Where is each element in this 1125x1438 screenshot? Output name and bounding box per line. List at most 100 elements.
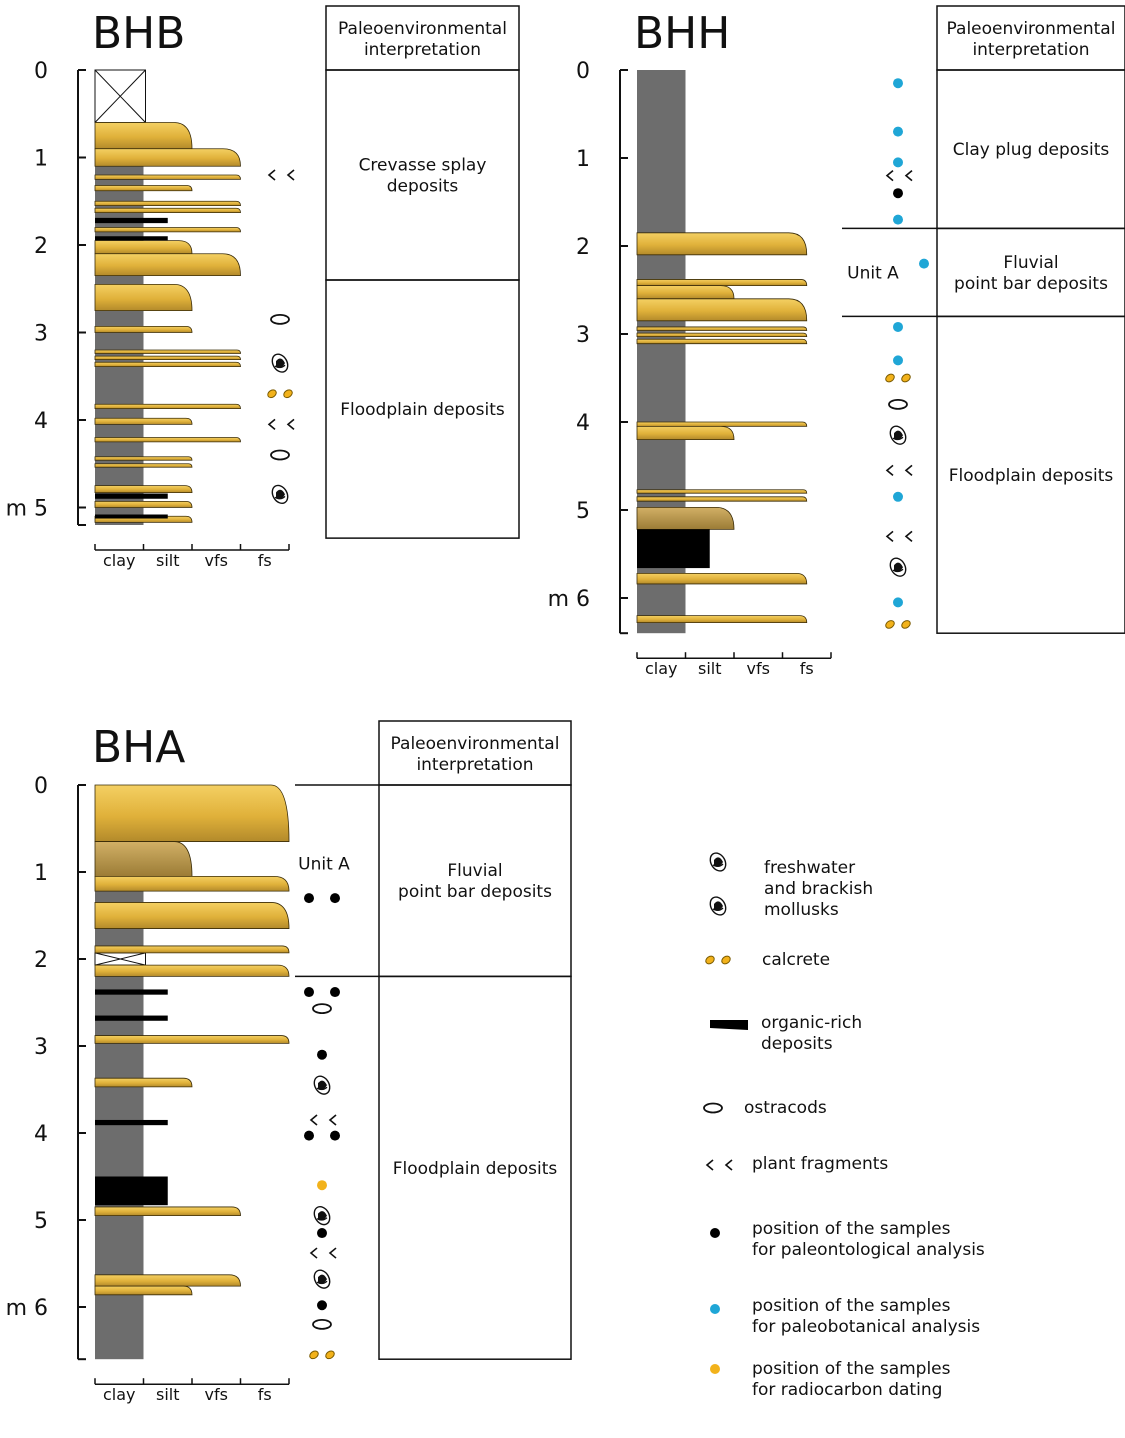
depth-tick-label: m 5: [6, 497, 48, 522]
sand-bed: [636, 426, 735, 440]
sand-bed: [636, 332, 808, 338]
interpretation-text: Crevasse splay: [359, 156, 487, 176]
organic-bed: [95, 1015, 168, 1021]
calcrete-symbol: [885, 373, 911, 383]
sand-bed: [94, 456, 193, 461]
sand-bed: [94, 361, 241, 368]
paleobotanical-symbol: [893, 321, 903, 332]
depth-tick-label: 5: [576, 499, 590, 524]
interpretation-text: Fluvial: [1003, 253, 1058, 273]
sand-bed: [94, 403, 241, 410]
interpretation-text: Floodplain deposits: [949, 466, 1114, 486]
depth-tick-label: 4: [34, 1122, 48, 1147]
grain-label: silt: [156, 551, 180, 570]
legend-text: position of the samples: [752, 1219, 951, 1239]
grain-label: clay: [103, 551, 136, 570]
paleobotanical-symbol: [893, 157, 903, 168]
legend-text: and brackish: [764, 879, 873, 899]
mollusk-symbol: [313, 1075, 331, 1095]
calcrete-icon: [705, 955, 731, 965]
sand-bed: [94, 902, 290, 929]
interpretation-text: Fluvial: [447, 861, 502, 881]
sand-bed: [636, 489, 808, 494]
interpretation-box: Floodplain deposits: [325, 279, 520, 539]
depth-tick-label: 2: [576, 235, 590, 260]
radiocarbon-icon: [710, 1364, 720, 1374]
interpretation-header-text: interpretation: [364, 40, 481, 60]
column-title: BHH: [634, 8, 730, 59]
column-bhh: BHH 0 1 2 3 4 5 m 6 clay silt vfs fs Paleoenvironmen…: [548, 5, 1125, 678]
depth-tick-label: 1: [34, 861, 48, 886]
ostracod-icon: [703, 1102, 723, 1114]
grain-label: fs: [258, 551, 272, 570]
sand-bed: [94, 1077, 193, 1088]
mollusk-symbol: [313, 1269, 331, 1289]
depth-tick-label: 0: [34, 774, 48, 799]
sand-bed: [636, 421, 808, 427]
column-title: BHA: [92, 722, 185, 773]
mollusk-icon: [709, 896, 727, 916]
missing-interval: [94, 69, 146, 123]
interpretation-header-text: interpretation: [416, 755, 533, 775]
sand-bed: [94, 240, 193, 255]
ostracod-symbol: [312, 1319, 332, 1330]
grain-label: silt: [698, 659, 722, 678]
depth-tick-label: 2: [34, 948, 48, 973]
legend-item-calcrete: calcrete: [705, 950, 830, 970]
legend-text: plant fragments: [752, 1154, 888, 1174]
organic-bed: [95, 217, 168, 224]
depth-tick-label: 5: [34, 1209, 48, 1234]
unit-label: Unit A: [298, 854, 350, 874]
plant-symbol: [267, 418, 295, 430]
sand-bed: [94, 437, 241, 443]
grain-size-scale: clay silt vfs fs: [94, 544, 290, 570]
sand-bed: [94, 1206, 241, 1217]
sand-bed: [94, 417, 193, 425]
grain-label: fs: [800, 659, 814, 678]
sand-bed: [94, 875, 290, 892]
interpretation-header-text: Paleoenvironmental: [947, 19, 1116, 39]
paleobotanical-icon: [710, 1304, 720, 1314]
mollusk-symbol: [889, 557, 907, 577]
grain-label: vfs: [747, 659, 770, 678]
depth-tick-label: m 6: [548, 587, 590, 612]
sand-bed: [94, 148, 241, 167]
sand-bed: [94, 1035, 290, 1044]
paleontological-pair-symbol: [304, 893, 340, 904]
sand-bed: [94, 185, 193, 192]
paleobotanical-symbol: [893, 491, 903, 502]
organic-bed: [95, 989, 168, 995]
column-bhb: BHB 0 1 2 3 4 m 5 clay silt vfs fs Paleoenvironment…: [6, 5, 520, 570]
legend-text: position of the samples: [752, 1296, 951, 1316]
grain-label: fs: [258, 1385, 272, 1404]
sand-bed: [636, 285, 735, 300]
sand-bed: [94, 227, 241, 233]
grain-size-scale: clay silt vfs fs: [94, 1378, 290, 1404]
depth-tick-label: 4: [34, 409, 48, 434]
sand-bed: [94, 784, 290, 842]
interpretation-text: point bar deposits: [954, 274, 1108, 294]
calcrete-symbol: [267, 389, 293, 399]
interpretation-text: deposits: [387, 177, 459, 197]
interpretation-text: Clay plug deposits: [953, 140, 1110, 160]
ostracod-symbol: [312, 1003, 332, 1014]
mollusk-symbol: [271, 484, 289, 505]
calcrete-symbol: [309, 1350, 335, 1360]
sand-bed: [94, 122, 193, 150]
depth-axis: 0 1 2 3 4 5 m 6: [6, 774, 86, 1361]
sand-bed: [636, 338, 808, 345]
sand-bed: [636, 496, 808, 502]
sand-bed: [94, 485, 193, 494]
legend-text: ostracods: [744, 1098, 827, 1118]
paleontological-pair-symbol: [304, 1130, 340, 1141]
legend-text: deposits: [761, 1034, 833, 1054]
grain-label: silt: [156, 1385, 180, 1404]
column-title: BHB: [92, 8, 185, 59]
sand-bed: [94, 325, 193, 333]
